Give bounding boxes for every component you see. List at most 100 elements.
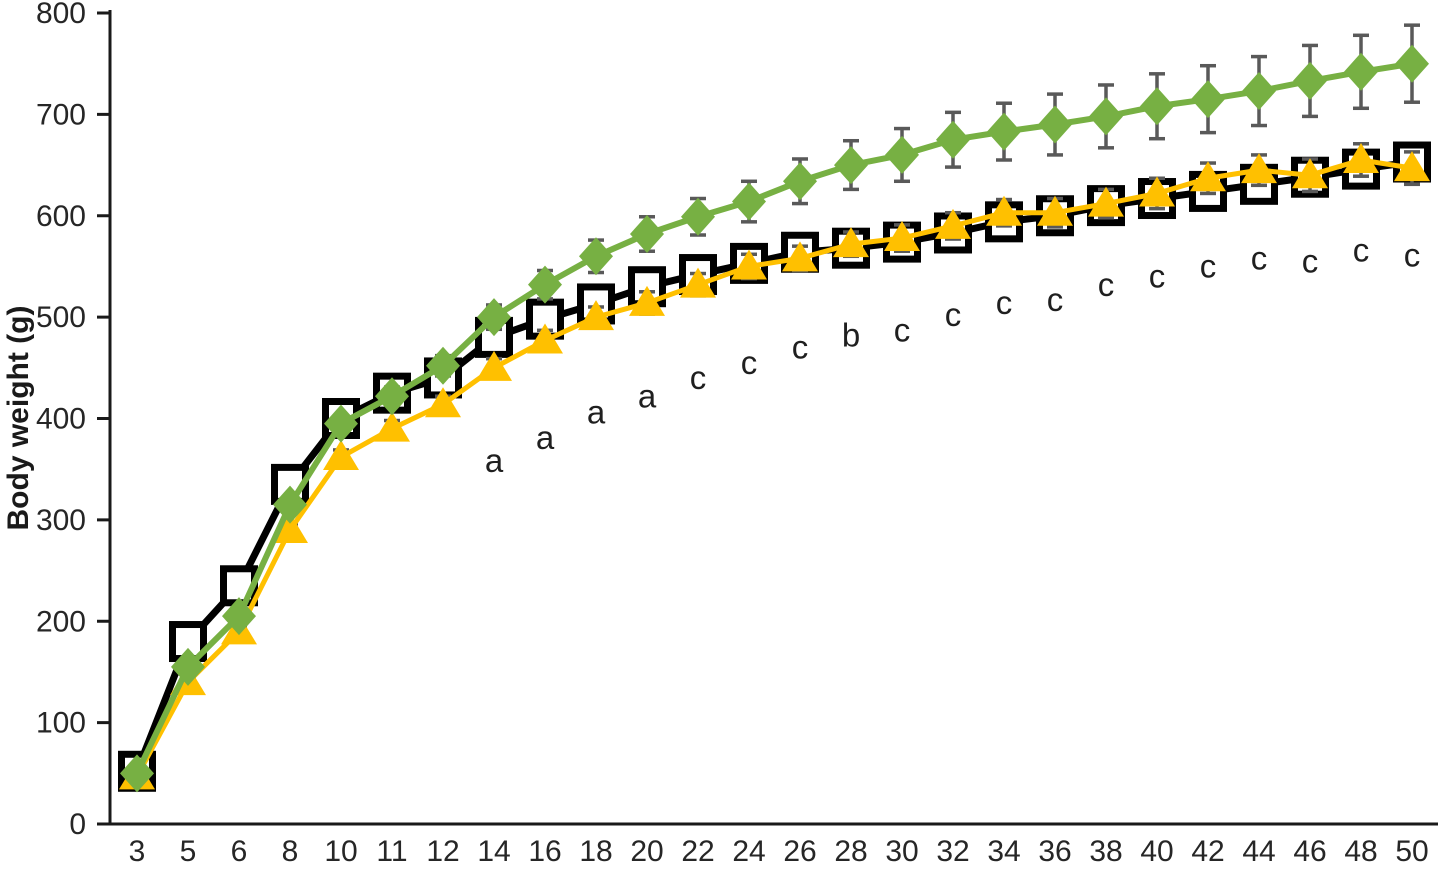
- marker-diamond: [324, 404, 358, 443]
- y-axis-tick-label: 300: [36, 504, 86, 537]
- x-axis-tick-label: 16: [528, 835, 561, 868]
- x-axis-tick-label: 38: [1089, 835, 1122, 868]
- marker-triangle: [1394, 151, 1430, 182]
- x-axis-tick-label: 42: [1191, 835, 1224, 868]
- significance-letter: c: [1302, 243, 1319, 280]
- significance-letter: c: [792, 329, 809, 366]
- error-bars-open-square-black: [129, 143, 1420, 778]
- marker-triangle: [578, 300, 614, 331]
- marker-triangle: [1343, 142, 1379, 173]
- marker-triangle: [425, 387, 461, 418]
- error-bars-triangle-yellow: [129, 142, 1420, 783]
- y-axis-tick-label: 700: [36, 98, 86, 131]
- x-axis-tick-label: 48: [1344, 835, 1377, 868]
- x-axis-tick-label: 8: [282, 835, 299, 868]
- y-axis-tick-label: 600: [36, 200, 86, 233]
- y-axis-tick-label: 800: [36, 0, 86, 30]
- marker-diamond: [222, 597, 256, 636]
- significance-letter: c: [1047, 281, 1064, 318]
- marker-diamond: [273, 485, 307, 524]
- marker-triangle: [833, 227, 869, 258]
- marker-triangle: [1190, 161, 1226, 192]
- marker-diamond: [528, 265, 562, 304]
- x-axis-tick-label: 18: [579, 835, 612, 868]
- significance-letters: aaa a c c c b c c c c c c c c c c c: [485, 231, 1420, 479]
- significance-letter: a: [485, 442, 504, 479]
- x-axis-tick-label: 3: [129, 835, 146, 868]
- significance-letter: c: [1251, 239, 1268, 276]
- marker-diamond: [834, 146, 868, 185]
- marker-triangle: [323, 440, 359, 471]
- marker-diamond: [1089, 97, 1123, 136]
- significance-letter: c: [1149, 258, 1166, 295]
- marker-diamond: [1242, 72, 1276, 111]
- x-axis-tick-label: 12: [426, 835, 459, 868]
- series-triangle-yellow: [119, 142, 1430, 790]
- marker-triangle: [680, 267, 716, 298]
- marker-diamond: [1293, 61, 1327, 100]
- significance-letter: c: [945, 296, 962, 333]
- marker-diamond: [936, 120, 970, 159]
- marker-diamond: [120, 754, 154, 793]
- significance-letter: a: [638, 377, 657, 414]
- significance-letter: c: [1098, 266, 1115, 303]
- marker-diamond: [987, 112, 1021, 151]
- significance-letter: c: [894, 311, 911, 348]
- y-axis-tick-label: 0: [69, 808, 86, 841]
- x-axis-tick-label: 10: [324, 835, 357, 868]
- marker-triangle: [527, 323, 563, 354]
- marker-triangle: [1037, 195, 1073, 226]
- x-axis-tick-label: 44: [1242, 835, 1275, 868]
- marker-triangle: [884, 221, 920, 252]
- marker-diamond: [732, 182, 766, 221]
- x-axis-tick-label: 20: [630, 835, 663, 868]
- axes: 0 100 200 300 400 500 600 700 800 3 5 6 8 10 11 12 14 16 1…: [36, 0, 1438, 868]
- significance-letter: c: [741, 344, 758, 381]
- x-axis-tick-label: 34: [987, 835, 1020, 868]
- significance-letter: c: [1353, 231, 1370, 268]
- marker-triangle: [935, 208, 971, 239]
- marker-triangle: [1139, 176, 1175, 207]
- marker-triangle: [1088, 186, 1124, 217]
- marker-diamond: [171, 647, 205, 686]
- x-axis-tick-label: 32: [936, 835, 969, 868]
- significance-letter: c: [1200, 248, 1217, 285]
- marker-diamond: [1140, 87, 1174, 126]
- marker-triangle: [731, 249, 767, 280]
- marker-diamond: [579, 237, 613, 276]
- y-axis-tick-label: 200: [36, 605, 86, 638]
- x-axis-tick-label: 28: [834, 835, 867, 868]
- y-axis-tick-label: 500: [36, 301, 86, 334]
- x-axis-tick-label: 24: [732, 835, 765, 868]
- y-axis-tick-label: 400: [36, 403, 86, 436]
- marker-diamond: [885, 135, 919, 174]
- x-axis-tick-label: 46: [1293, 835, 1326, 868]
- marker-diamond: [630, 214, 664, 253]
- marker-triangle: [782, 241, 818, 272]
- marker-triangle: [272, 513, 308, 544]
- data-series: [118, 23, 1431, 793]
- marker-diamond: [375, 377, 409, 416]
- significance-letter: c: [1404, 236, 1421, 273]
- x-axis-tick-label: 36: [1038, 835, 1071, 868]
- marker-diamond: [783, 162, 817, 201]
- marker-diamond: [1191, 80, 1225, 119]
- x-axis-tick-label: 5: [180, 835, 197, 868]
- marker-diamond: [1038, 105, 1072, 144]
- x-axis-tick-label: 11: [376, 835, 407, 868]
- marker-triangle: [629, 285, 665, 316]
- significance-letter: c: [690, 359, 707, 396]
- significance-letter: a: [536, 419, 555, 456]
- x-axis-tick-label: 6: [231, 835, 248, 868]
- marker-triangle: [476, 350, 512, 381]
- significance-letter: c: [996, 284, 1013, 321]
- x-axis-tick-label: 22: [681, 835, 714, 868]
- markers-triangle-yellow: [119, 142, 1430, 790]
- marker-triangle: [1292, 158, 1328, 189]
- y-axis-title: Body weight (g): [2, 306, 35, 531]
- x-axis-tick-label: 26: [783, 835, 816, 868]
- x-axis-tick-label: 14: [477, 835, 510, 868]
- marker-diamond: [1344, 52, 1378, 91]
- significance-letter: b: [842, 317, 860, 354]
